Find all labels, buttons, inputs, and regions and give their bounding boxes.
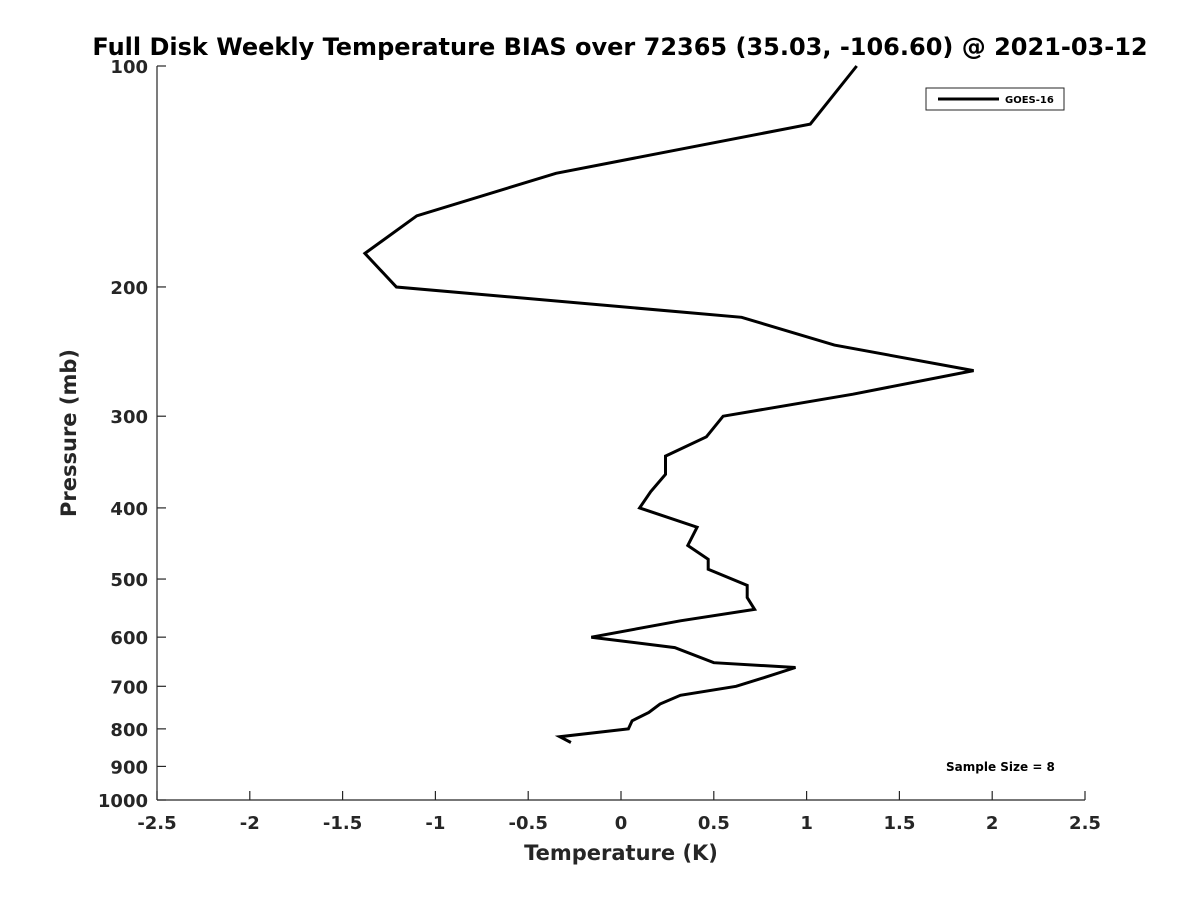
- x-axis-label: Temperature (K): [524, 841, 718, 865]
- x-tick-label: 1.5: [883, 813, 915, 834]
- x-tick-label: 2: [986, 813, 999, 834]
- y-tick-label: 1000: [98, 791, 148, 812]
- y-ticks: 100 200 300 400 500 600 700 800 900 1000: [98, 57, 166, 812]
- series-line-0: [362, 65, 974, 744]
- y-tick-label: 800: [110, 720, 148, 741]
- x-tick-label: -2: [240, 813, 260, 834]
- y-tick-label: 600: [110, 628, 148, 649]
- sample-size-annotation: Sample Size = 8: [946, 760, 1055, 774]
- y-tick-label: 700: [110, 677, 148, 698]
- y-tick-label: 300: [110, 407, 148, 428]
- x-tick-label: 0: [615, 813, 628, 834]
- x-tick-label: 1: [800, 813, 813, 834]
- y-tick-label: 900: [110, 757, 148, 778]
- x-tick-label: 0.5: [698, 813, 730, 834]
- x-tick-label: 2.5: [1069, 813, 1101, 834]
- x-tick-label: -0.5: [509, 813, 548, 834]
- legend-label: GOES-16: [1005, 95, 1054, 106]
- y-tick-label: 400: [110, 499, 148, 520]
- y-tick-label: 500: [110, 570, 148, 591]
- y-axis-label: Pressure (mb): [57, 349, 81, 517]
- legend: GOES-16: [925, 87, 1065, 111]
- x-tick-label: -1: [425, 813, 445, 834]
- y-tick-label: 200: [110, 278, 148, 299]
- chart-title: Full Disk Weekly Temperature BIAS over 7…: [92, 33, 1147, 61]
- x-tick-label: -2.5: [137, 813, 176, 834]
- series-layer: [362, 65, 974, 744]
- x-ticks: -2.5 -2 -1.5 -1 -0.5 0 0.5 1 1.5 2 2.5: [137, 791, 1101, 834]
- x-tick-label: -1.5: [323, 813, 362, 834]
- axes: [156, 66, 1085, 801]
- y-tick-label: 100: [110, 57, 148, 78]
